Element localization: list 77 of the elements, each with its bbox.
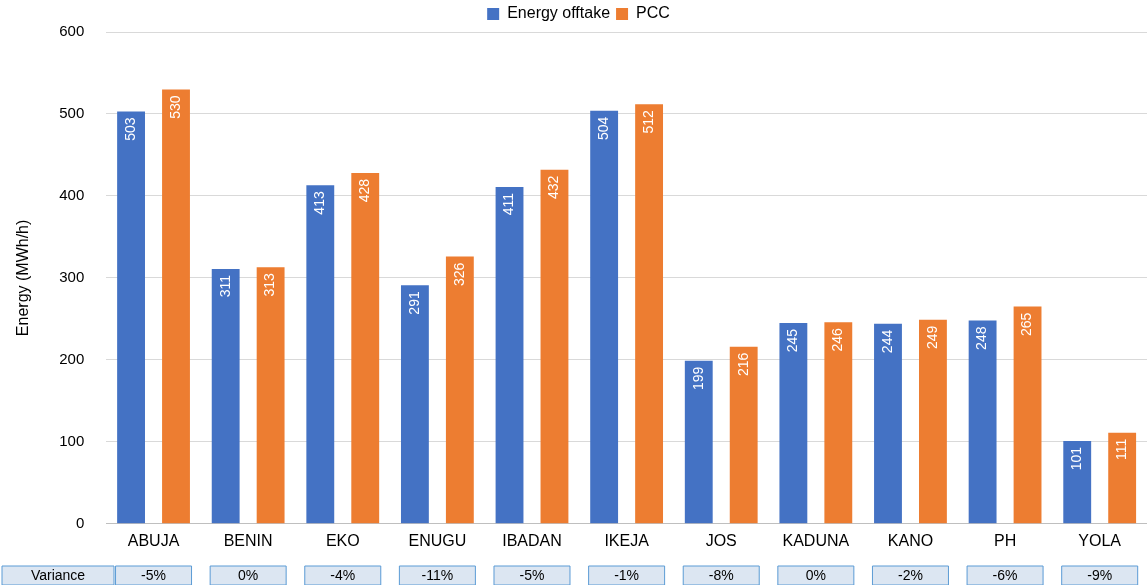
x-tick-label: KANO (887, 531, 934, 549)
data-label: 248 (973, 326, 990, 350)
bar (1063, 441, 1092, 524)
text: -5% (519, 567, 545, 584)
data-label: 216 (734, 352, 751, 377)
bar (162, 89, 190, 524)
data-label: 244 (878, 329, 895, 354)
text: -9% (1087, 567, 1113, 584)
text: -2% (898, 567, 923, 584)
y-tick-label: 200 (59, 350, 85, 368)
y-tick-label: 400 (59, 186, 85, 204)
data-label: 246 (829, 327, 846, 352)
data-label: 411 (500, 192, 517, 216)
data-label: 504 (595, 116, 611, 141)
data-label: 428 (356, 178, 373, 203)
text: -4% (330, 567, 356, 584)
bar (306, 185, 335, 524)
x-tick-label: ENUGU (408, 531, 467, 549)
bar (351, 172, 380, 524)
text: 0% (238, 567, 259, 584)
data-label: 199 (689, 366, 706, 391)
text: -11% (421, 567, 454, 584)
bar (256, 267, 285, 524)
data-label: 111 (1113, 438, 1130, 461)
text: -1% (614, 567, 640, 584)
bar (590, 110, 619, 524)
bar (117, 111, 145, 524)
y-tick-label: 100 (59, 431, 85, 449)
legend-label: PCC (636, 4, 670, 22)
bar (968, 320, 997, 524)
bar (1108, 432, 1137, 524)
y-tick-label: 300 (59, 268, 85, 286)
bar (211, 268, 240, 524)
legend-label: Energy offtake (507, 4, 611, 22)
data-label: 265 (1018, 312, 1035, 336)
bar (919, 319, 947, 524)
bar (824, 322, 853, 524)
x-tick-label: KADUNA (782, 531, 850, 549)
data-label: 313 (261, 273, 278, 297)
y-tick-label: 600 (59, 22, 85, 40)
x-tick-label: IKEJA (604, 531, 650, 549)
bar (729, 346, 758, 524)
data-label: 503 (121, 117, 138, 141)
data-label: 530 (166, 95, 183, 119)
bar (400, 285, 429, 524)
data-label: 101 (1068, 446, 1085, 471)
data-label: 245 (784, 328, 801, 353)
text: Variance (30, 567, 86, 584)
data-label: 291 (405, 291, 422, 315)
text: 0% (805, 567, 826, 584)
y-axis-title: Energy (MWh/h) (14, 219, 32, 337)
data-label: 326 (450, 262, 467, 286)
data-label: 249 (923, 325, 940, 350)
bar (874, 323, 902, 524)
bar (779, 322, 808, 524)
data-label: 311 (216, 274, 233, 298)
x-tick-label: IBADAN (502, 531, 562, 549)
x-tick-label: BENIN (223, 531, 273, 549)
x-tick-label: PH (993, 531, 1017, 549)
data-label: 432 (545, 175, 562, 200)
data-label: 512 (639, 109, 656, 134)
y-tick-label: 0 (75, 513, 85, 531)
x-tick-label: YOLA (1078, 531, 1122, 549)
data-label: 413 (311, 191, 328, 215)
text: -5% (141, 567, 166, 584)
bar (684, 360, 713, 524)
text: -6% (992, 567, 1018, 584)
bar (540, 169, 569, 524)
bar (1013, 306, 1042, 524)
text: -8% (708, 567, 734, 584)
x-tick-label: JOS (705, 531, 737, 549)
x-tick-label: EKO (325, 531, 360, 549)
bar (445, 256, 474, 524)
bar (495, 186, 524, 524)
y-tick-label: 500 (59, 104, 85, 122)
bar (635, 104, 664, 524)
x-tick-label: ABUJA (127, 531, 180, 549)
